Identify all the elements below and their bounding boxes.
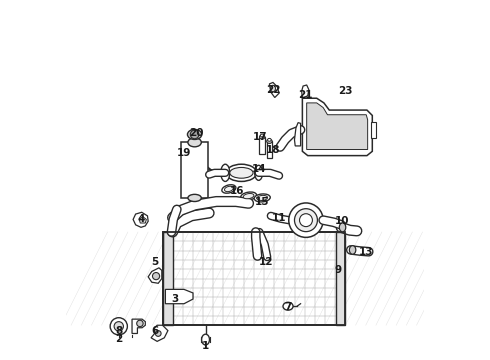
Bar [163, 232, 345, 325]
Ellipse shape [226, 164, 257, 181]
Circle shape [294, 209, 318, 231]
Text: 19: 19 [177, 148, 191, 158]
Text: 9: 9 [335, 265, 342, 275]
Ellipse shape [188, 138, 201, 147]
Text: 15: 15 [255, 197, 270, 207]
Text: 11: 11 [272, 213, 286, 222]
Ellipse shape [243, 193, 254, 199]
Text: 3: 3 [172, 294, 179, 304]
Ellipse shape [188, 194, 201, 202]
Ellipse shape [257, 195, 268, 201]
Circle shape [190, 130, 199, 139]
Text: 4: 4 [137, 215, 145, 224]
Circle shape [137, 320, 143, 327]
Ellipse shape [260, 134, 264, 137]
Bar [370, 122, 376, 138]
Text: 21: 21 [298, 90, 313, 100]
Ellipse shape [270, 85, 275, 92]
Text: 8: 8 [115, 325, 122, 336]
Ellipse shape [224, 186, 233, 192]
Polygon shape [294, 123, 300, 146]
Text: 2: 2 [115, 333, 122, 343]
Text: 14: 14 [251, 164, 266, 174]
Polygon shape [302, 85, 309, 98]
Text: 20: 20 [189, 129, 204, 138]
Circle shape [110, 318, 127, 335]
Polygon shape [132, 319, 146, 333]
Ellipse shape [339, 223, 346, 232]
Polygon shape [270, 82, 279, 98]
Circle shape [114, 321, 123, 331]
Ellipse shape [221, 164, 230, 181]
Polygon shape [151, 325, 168, 341]
Text: 23: 23 [338, 86, 353, 96]
Circle shape [299, 214, 313, 226]
Text: 13: 13 [359, 247, 373, 257]
Polygon shape [307, 103, 368, 149]
Ellipse shape [283, 302, 293, 310]
Text: 1: 1 [202, 341, 209, 351]
Text: 18: 18 [266, 144, 280, 154]
Ellipse shape [267, 139, 272, 143]
Text: 22: 22 [267, 85, 281, 95]
Polygon shape [302, 98, 372, 156]
Ellipse shape [349, 246, 356, 254]
Bar [163, 232, 172, 325]
Text: 10: 10 [335, 216, 349, 226]
Ellipse shape [255, 165, 263, 180]
Ellipse shape [188, 130, 202, 139]
Circle shape [289, 203, 323, 237]
Bar [163, 232, 345, 325]
Text: 12: 12 [259, 257, 273, 267]
Ellipse shape [241, 192, 257, 200]
Ellipse shape [201, 334, 210, 345]
Ellipse shape [254, 194, 270, 202]
Text: 16: 16 [230, 186, 245, 196]
Text: 5: 5 [151, 257, 158, 267]
Text: 7: 7 [284, 302, 292, 312]
Bar [181, 142, 208, 198]
Ellipse shape [268, 138, 271, 141]
Ellipse shape [260, 135, 265, 139]
Bar [267, 141, 272, 158]
Text: 6: 6 [151, 325, 158, 336]
Bar [337, 232, 345, 325]
Ellipse shape [222, 185, 236, 193]
Polygon shape [166, 289, 193, 304]
Polygon shape [133, 212, 148, 227]
Bar [259, 137, 265, 154]
Ellipse shape [230, 167, 253, 178]
Circle shape [155, 330, 161, 336]
Polygon shape [148, 268, 162, 283]
Text: 17: 17 [253, 132, 268, 142]
Circle shape [152, 273, 160, 280]
Polygon shape [139, 217, 147, 223]
